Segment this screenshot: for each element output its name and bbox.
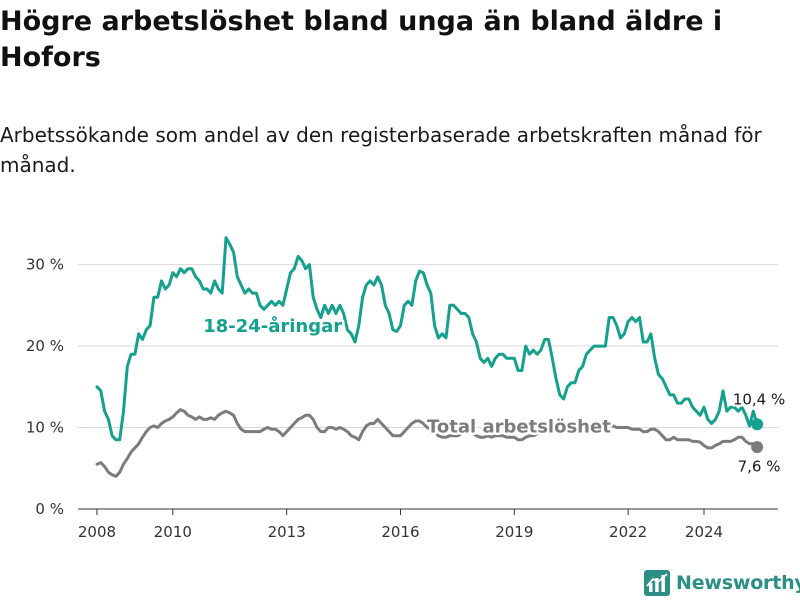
series-end-point xyxy=(751,441,764,454)
series-end-label: 7,6 % xyxy=(738,458,781,476)
series-line-total xyxy=(95,408,759,478)
series-lines xyxy=(95,236,764,478)
series-end-point xyxy=(751,418,764,431)
x-tick-label: 2013 xyxy=(268,523,306,541)
brand-name: Newsworthy xyxy=(676,572,800,594)
x-tick-label: 2022 xyxy=(609,523,647,541)
series-labels: 18-24-åringar Total arbetslöshet 10,4 % 7,6… xyxy=(201,313,788,478)
y-tick-label: 0 % xyxy=(35,500,64,518)
x-tick-label: 2019 xyxy=(495,523,533,541)
x-tick-label: 2016 xyxy=(381,523,419,541)
series-name-label: Total arbetslöshet xyxy=(427,416,611,437)
series-name-label: 18-24-åringar xyxy=(203,315,342,337)
y-tick-label: 10 % xyxy=(26,419,64,437)
series-line-unga xyxy=(95,236,759,442)
x-tick-label: 2024 xyxy=(685,523,723,541)
axes: 0 % 10 % 20 % 30 % 2008 2010 2013 2016 2019 2022 2… xyxy=(26,256,778,541)
y-tick-label: 30 % xyxy=(26,256,64,274)
series-end-label: 10,4 % xyxy=(733,391,785,409)
newsworthy-logo-icon xyxy=(644,570,670,596)
chart-title: Högre arbetslöshet bland unga än bland ä… xyxy=(0,6,723,73)
y-tick-label: 20 % xyxy=(26,337,64,355)
chart-subtitle: Arbetssökande som andel av den registerb… xyxy=(0,123,762,177)
x-tick-label: 2010 xyxy=(154,523,192,541)
newsworthy-logo: Newsworthy xyxy=(644,568,800,598)
x-tick-label: 2008 xyxy=(78,523,116,541)
